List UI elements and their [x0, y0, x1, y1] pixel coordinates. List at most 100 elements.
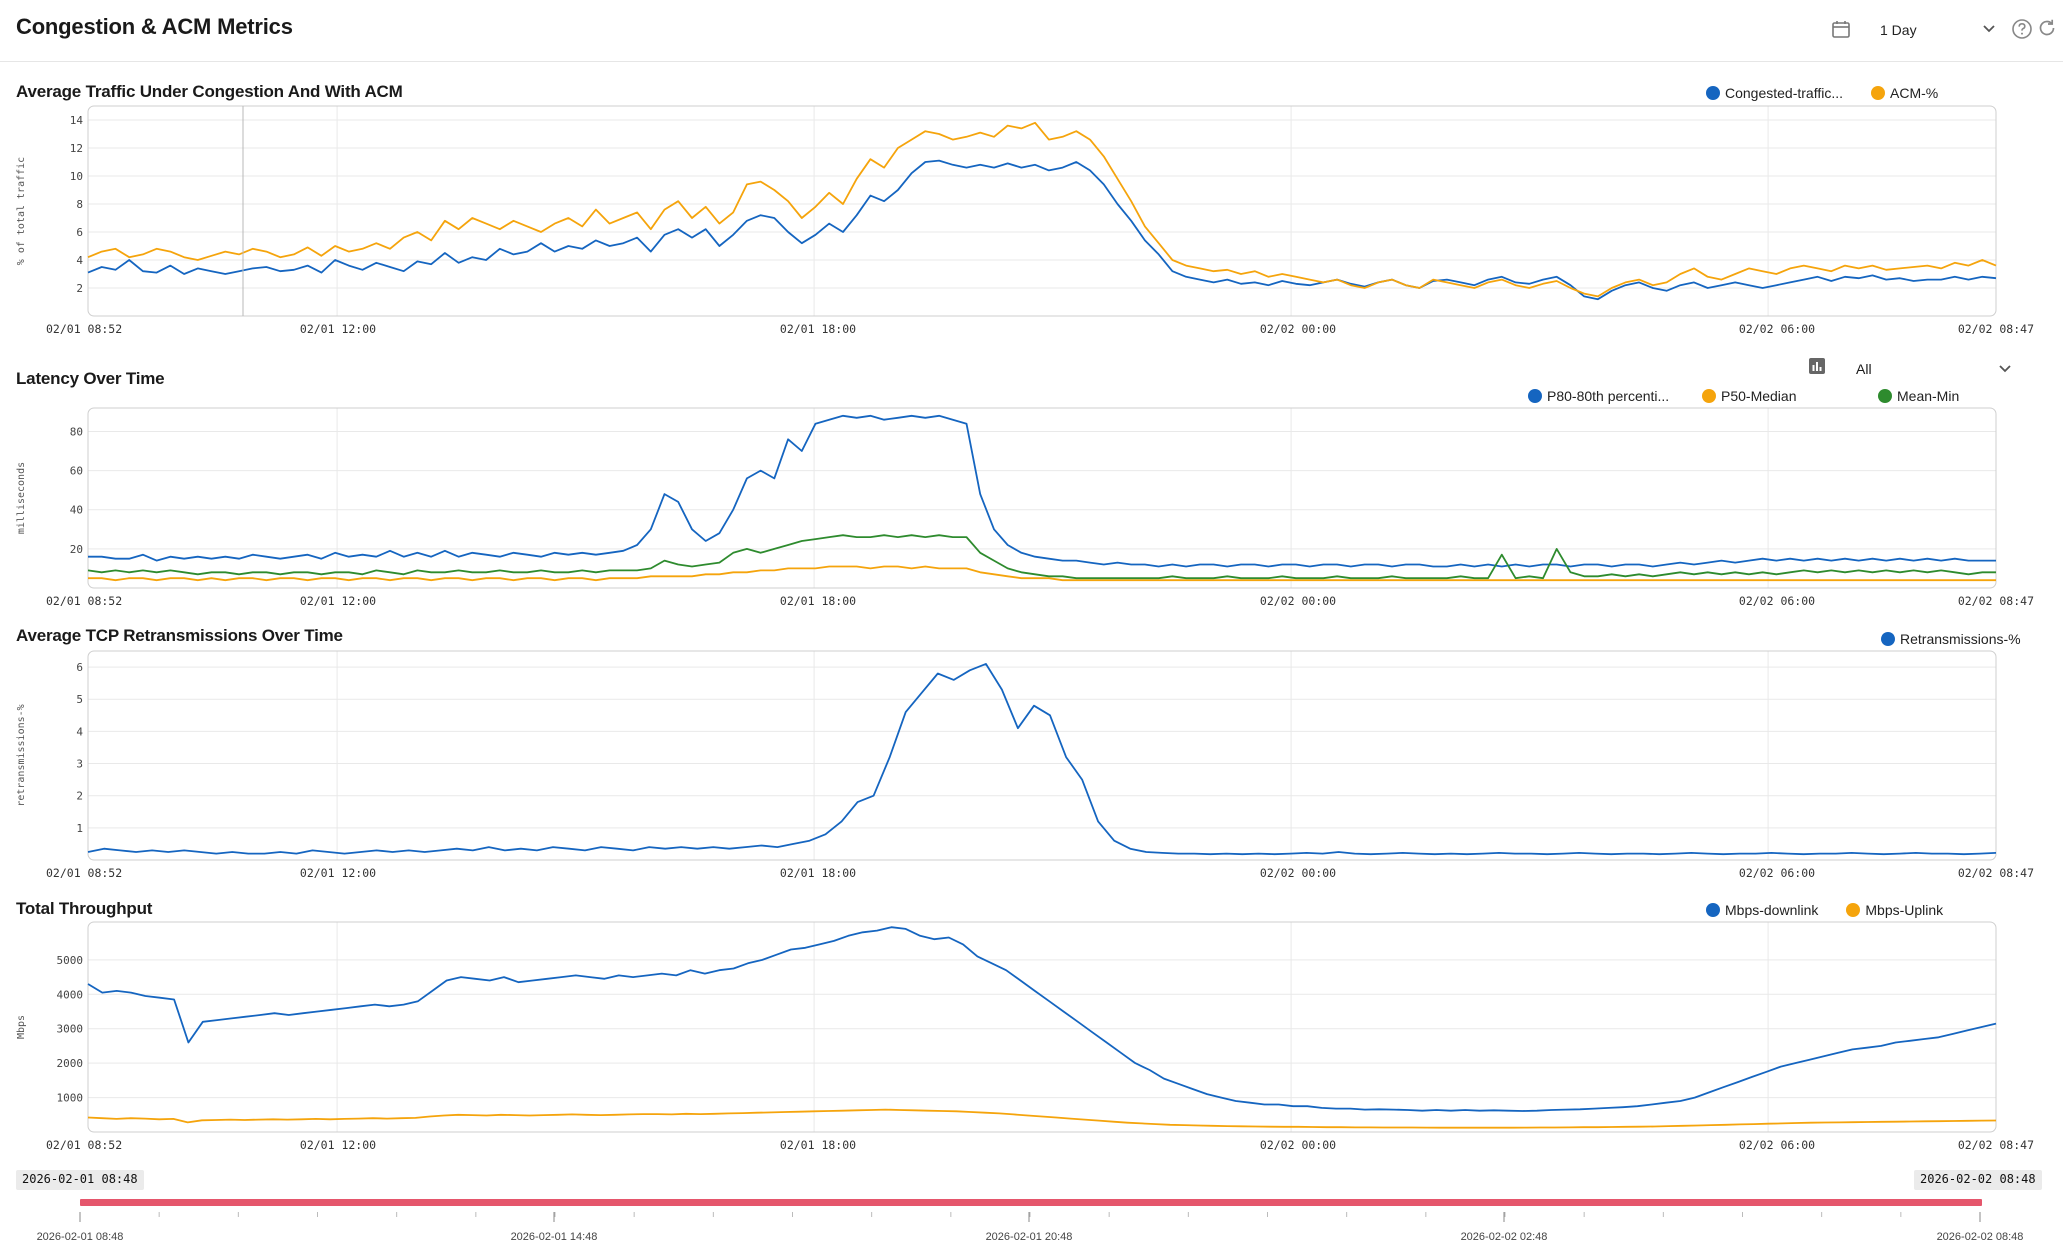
y-tick-label: 3 — [76, 758, 83, 771]
x-tick-label: 02/01 12:00 — [300, 866, 376, 880]
y-tick-label: 8 — [76, 198, 83, 211]
x-tick-label: 02/01 18:00 — [780, 866, 856, 880]
legend-label: Retransmissions-% — [1900, 631, 2021, 647]
x-tick-label: 02/01 18:00 — [780, 322, 856, 336]
chevron-down-icon — [1999, 365, 2011, 373]
range-end-handle[interactable] — [1980, 1194, 1984, 1211]
x-tick-label: 02/02 00:00 — [1260, 322, 1336, 336]
plot-frame — [87, 105, 1997, 317]
legend-item-p80[interactable]: P80-80th percenti... — [1528, 388, 1678, 404]
throughput-chart-title: Total Throughput — [16, 899, 153, 918]
bar-chart-icon[interactable] — [1808, 357, 1826, 375]
x-tick-label: 02/01 08:52 — [46, 594, 122, 608]
plot-frame — [87, 921, 1997, 1133]
range-start-handle[interactable] — [78, 1194, 82, 1211]
legend-dot — [1706, 903, 1720, 917]
series-line-0[interactable] — [88, 414, 1996, 568]
legend-dot — [1878, 389, 1892, 403]
x-tick-label: 02/02 00:00 — [1260, 1138, 1336, 1152]
y-tick-label: 20 — [70, 543, 83, 556]
y-tick-label: 10 — [70, 170, 83, 183]
y-tick-label: 5 — [76, 693, 83, 706]
timeline-axis: 2026-02-01 08:48 2026-02-01 14:48 2026-02-… — [37, 1212, 2024, 1243]
legend-label: Mbps-downlink — [1725, 902, 1819, 918]
latency-chart[interactable]: 20 40 60 80 milliseconds 02/01 08:52 02/01 12:… — [0, 402, 2063, 615]
legend-item-p50[interactable]: P50-Median — [1702, 388, 1854, 404]
retransmissions-legend: Retransmissions-% — [1881, 631, 2021, 647]
y-axis-label: % of total traffic — [16, 157, 27, 265]
legend-item-downlink[interactable]: Mbps-downlink — [1706, 902, 1818, 918]
y-tick-label: 2000 — [57, 1057, 84, 1070]
time-range-slider[interactable] — [80, 1199, 1982, 1206]
retransmissions-chart[interactable]: 1 2 3 4 5 6 retransmissions-% 02/01 08:52 02/01 … — [0, 646, 2063, 886]
legend-item-mean-min[interactable]: Mean-Min — [1878, 388, 1959, 404]
y-tick-label: 6 — [76, 226, 83, 239]
refresh-icon[interactable] — [2036, 17, 2058, 39]
x-tick-label: 02/02 06:00 — [1739, 1138, 1815, 1152]
traffic-chart[interactable]: 2 4 6 8 10 12 14 % of total traffic 02/01 08:52 0… — [0, 100, 2063, 345]
latency-chart-title: Latency Over Time — [16, 369, 165, 388]
x-tick-label: 02/01 12:00 — [300, 594, 376, 608]
x-tick-label: 02/02 08:47 — [1958, 866, 2034, 880]
plot-frame — [87, 407, 1997, 589]
time-range-select[interactable]: 1 Day — [1872, 16, 2000, 44]
x-tick-label: 02/01 08:52 — [46, 322, 122, 336]
legend-dot — [1846, 903, 1861, 917]
timeline-tick-label: 2026-02-02 02:48 — [1461, 1231, 1548, 1243]
y-tick-label: 40 — [70, 504, 83, 517]
x-tick-label: 02/02 00:00 — [1260, 866, 1336, 880]
legend-dot — [1871, 86, 1886, 100]
timeline-tick-label: 2026-02-01 20:48 — [986, 1231, 1073, 1243]
legend-item-congested[interactable]: Congested-traffic... — [1706, 85, 1843, 101]
calendar-icon[interactable] — [1830, 18, 1852, 40]
legend-dot — [1702, 389, 1716, 403]
y-tick-label: 1000 — [57, 1092, 84, 1105]
y-tick-label: 60 — [70, 465, 83, 478]
series-line-2[interactable] — [87, 534, 1996, 580]
latency-legend: P80-80th percenti... P50-Median Mean-Min — [1528, 388, 1959, 404]
y-tick-label: 2 — [76, 790, 83, 803]
help-icon[interactable] — [2010, 17, 2034, 41]
x-tick-label: 02/01 12:00 — [300, 1138, 376, 1152]
latency-filter-select[interactable]: All — [1846, 358, 2016, 382]
series-line-0[interactable] — [87, 159, 1997, 301]
series-line-1[interactable] — [88, 565, 1996, 582]
series-line-1[interactable] — [87, 1108, 1997, 1129]
x-tick-label: 02/01 18:00 — [780, 594, 856, 608]
x-tick-label: 02/02 00:00 — [1260, 594, 1336, 608]
y-tick-label: 80 — [70, 425, 83, 438]
range-start-label: 2026-02-01 08:48 — [16, 1170, 144, 1190]
traffic-chart-title: Average Traffic Under Congestion And Wit… — [16, 82, 403, 101]
legend-label: Mbps-Uplink — [1865, 902, 1944, 918]
x-tick-label: 02/02 08:47 — [1958, 594, 2034, 608]
y-tick-label: 5000 — [57, 954, 84, 967]
x-tick-label: 02/01 18:00 — [780, 1138, 856, 1152]
retransmissions-chart-title: Average TCP Retransmissions Over Time — [16, 626, 343, 645]
series-line-0[interactable] — [87, 926, 1997, 1112]
timeline-tick-label: 2026-02-01 14:48 — [511, 1231, 598, 1243]
legend-label: Mean-Min — [1897, 388, 1960, 404]
y-tick-label: 12 — [70, 142, 83, 155]
throughput-chart[interactable]: 1000 2000 3000 4000 5000 Mbps 02/01 08:52 02/01… — [0, 918, 2063, 1158]
x-tick-label: 02/02 06:00 — [1739, 322, 1815, 336]
x-tick-label: 02/02 06:00 — [1739, 594, 1815, 608]
x-tick-label: 02/02 06:00 — [1739, 866, 1815, 880]
y-axis-label: Mbps — [16, 1015, 27, 1039]
y-axis-label: milliseconds — [16, 462, 27, 534]
y-tick-label: 4 — [76, 725, 83, 738]
legend-label: P50-Median — [1721, 388, 1797, 404]
series-line-0[interactable] — [87, 662, 1997, 856]
timeline-tick-label: 2026-02-02 08:48 — [1937, 1231, 2024, 1243]
chevron-down-icon — [1983, 25, 1995, 33]
x-tick-label: 02/01 12:00 — [300, 322, 376, 336]
legend-item-uplink[interactable]: Mbps-Uplink — [1846, 902, 1943, 918]
x-tick-label: 02/02 08:47 — [1958, 1138, 2034, 1152]
legend-item-retransmissions[interactable]: Retransmissions-% — [1881, 631, 2021, 647]
throughput-legend: Mbps-downlink Mbps-Uplink — [1706, 902, 1943, 918]
legend-dot — [1528, 389, 1542, 403]
legend-label: Congested-traffic... — [1725, 85, 1844, 101]
series-line-1[interactable] — [87, 121, 1997, 298]
y-tick-label: 4000 — [57, 988, 84, 1001]
x-tick-label: 02/01 08:52 — [46, 1138, 122, 1152]
legend-item-acm[interactable]: ACM-% — [1871, 85, 1938, 101]
